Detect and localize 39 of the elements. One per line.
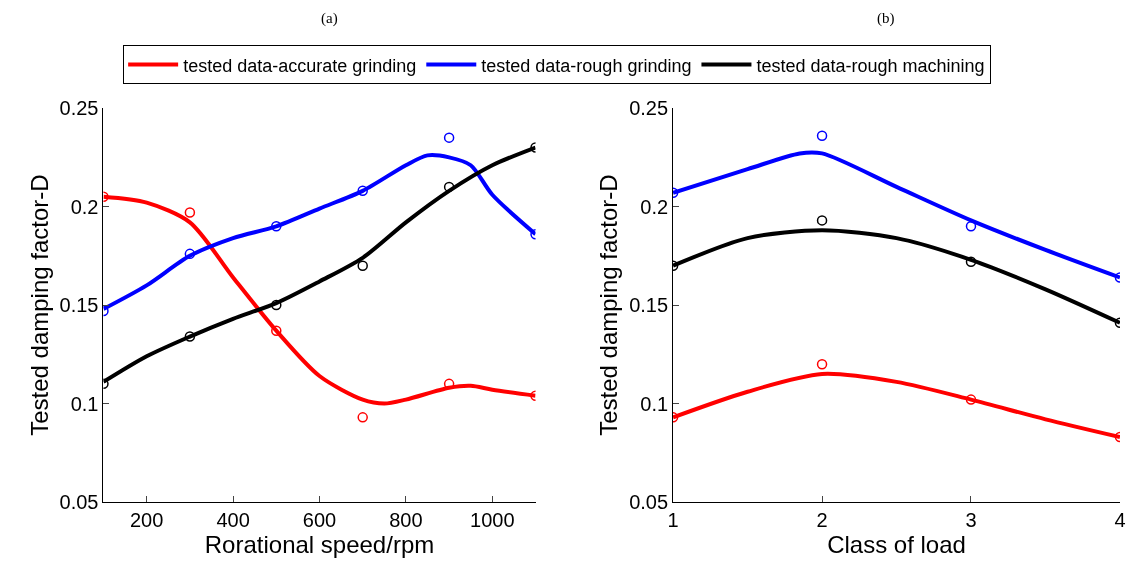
x-tick-label: 800: [389, 509, 423, 532]
y-axis-title: Tested damping factor-D: [595, 174, 623, 436]
x-tick-label: 400: [216, 509, 250, 532]
point: [357, 260, 368, 271]
x-tick-label: 3: [965, 509, 977, 532]
x-tick-label: 2: [816, 509, 828, 532]
x-axis-title: Rorational speed/rpm: [204, 531, 435, 559]
point: [184, 207, 196, 218]
point: [443, 181, 455, 193]
x-tick-label: 1000: [470, 509, 515, 532]
y-tick-label: 0.2: [640, 195, 669, 218]
point: [271, 325, 282, 336]
y-tick-label: 0.25: [59, 97, 99, 120]
chart-title: (a): [321, 10, 338, 27]
y-tick-label: 0.05: [629, 491, 669, 514]
y-tick-label: 0.25: [629, 97, 669, 120]
legend-label: tested data-accurate grinding: [183, 55, 417, 76]
legend-label: tested data-rough machining: [756, 55, 985, 76]
y-tick-label: 0.05: [59, 491, 99, 514]
y-tick-label: 0.1: [70, 392, 99, 415]
point: [443, 132, 455, 143]
y-tick-label: 0.15: [629, 294, 669, 317]
y-tick-label: 0.1: [640, 392, 669, 415]
point: [357, 185, 368, 197]
point: [271, 299, 282, 311]
y-tick-label: 0.15: [59, 294, 99, 317]
x-tick-label: 4: [1114, 509, 1126, 532]
y-tick-label: 0.2: [70, 195, 99, 218]
point: [184, 248, 196, 260]
legend-label: tested data-rough grinding: [481, 55, 692, 76]
chart-title: (b): [877, 10, 895, 27]
x-axis-title: Class of load: [827, 531, 966, 559]
x-tick-label: 200: [129, 509, 164, 532]
point: [271, 221, 282, 232]
x-tick-label: 600: [302, 509, 337, 532]
point: [184, 331, 196, 342]
point: [357, 412, 368, 423]
x-tick-label: 1: [667, 509, 679, 532]
y-axis-title: Tested damping factor-D: [25, 174, 53, 436]
